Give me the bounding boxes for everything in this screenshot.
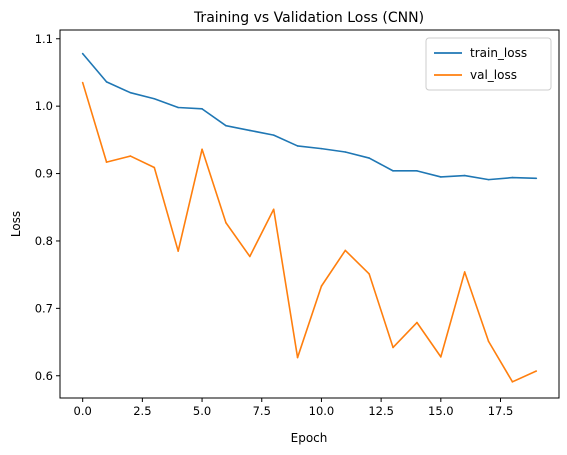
x-tick-label: 10.0 [309,404,335,418]
data-point-train_loss-10 [320,147,323,150]
x-axis-label: Epoch [291,431,328,445]
x-tick-label: 15.0 [428,404,454,418]
y-tick-label: 0.6 [35,369,53,383]
y-tick-label: 1.0 [35,99,53,113]
data-point-val_loss-19 [535,370,538,372]
data-point-val_loss-8 [272,208,275,211]
data-point-val_loss-3 [153,166,156,169]
data-point-val_loss-12 [368,273,370,275]
data-point-train_loss-1 [105,81,108,83]
data-point-train_loss-16 [463,174,466,177]
data-point-train_loss-19 [535,177,538,180]
data-point-train_loss-2 [129,91,132,94]
x-tick-label: 0.0 [74,404,92,418]
data-point-val_loss-1 [105,161,108,163]
plot-frame [59,29,560,399]
y-axis-label: Loss [9,211,23,237]
data-point-train_loss-12 [368,157,370,159]
data-point-train_loss-4 [177,106,179,109]
data-point-train_loss-6 [225,124,227,127]
data-point-train_loss-0 [81,52,84,55]
chart-title: Training vs Validation Loss (CNN) [193,10,424,26]
x-tick-label: 5.0 [193,404,211,418]
plot-area [81,52,538,383]
y-tick-label: 0.8 [35,234,53,248]
data-point-val_loss-4 [177,250,179,252]
x-tick-label: 12.5 [368,404,394,418]
series-line-val_loss [81,82,537,383]
legend-entry-train_loss: train_loss [470,46,527,60]
data-point-val_loss-10 [320,285,323,287]
data-point-val_loss-14 [416,321,418,324]
data-point-val_loss-17 [487,340,490,343]
data-point-train_loss-14 [416,170,418,172]
legend-box [425,37,552,91]
y-tick-label: 1.1 [35,32,53,46]
data-point-train_loss-11 [344,151,347,153]
data-point-train_loss-13 [392,170,394,172]
data-point-train_loss-5 [201,108,203,110]
y-tick-label: 0.7 [35,301,53,315]
data-point-val_loss-2 [129,155,132,157]
data-point-train_loss-18 [511,176,514,179]
series-line-train_loss [82,53,537,181]
data-point-val_loss-5 [201,148,203,151]
data-point-val_loss-0 [81,81,84,84]
legend-entry-val_loss: val_loss [470,68,517,82]
axis-ticks: 0.0 2.5 5.0 7.5 10.0 12.5 15.0 17.5 0.6 0.7 0.8 0.9… [35,32,514,418]
data-point-val_loss-7 [249,255,251,258]
data-point-val_loss-18 [511,381,514,383]
data-point-train_loss-8 [272,134,275,136]
data-point-train_loss-9 [296,145,299,147]
y-tick-label: 0.9 [35,167,53,181]
data-point-val_loss-16 [463,271,466,273]
data-point-val_loss-11 [344,249,347,252]
data-point-train_loss-3 [153,97,156,100]
legend: train_loss val_loss [425,37,552,91]
x-tick-label: 7.5 [253,404,271,418]
x-tick-label: 2.5 [133,404,151,418]
data-point-train_loss-15 [440,176,442,178]
data-point-train_loss-17 [487,178,490,181]
data-point-val_loss-9 [296,356,299,359]
data-point-val_loss-15 [440,356,442,358]
data-point-val_loss-6 [225,221,227,224]
data-point-val_loss-13 [392,346,394,349]
data-point-train_loss-7 [249,129,251,132]
x-tick-label: 17.5 [488,404,514,418]
